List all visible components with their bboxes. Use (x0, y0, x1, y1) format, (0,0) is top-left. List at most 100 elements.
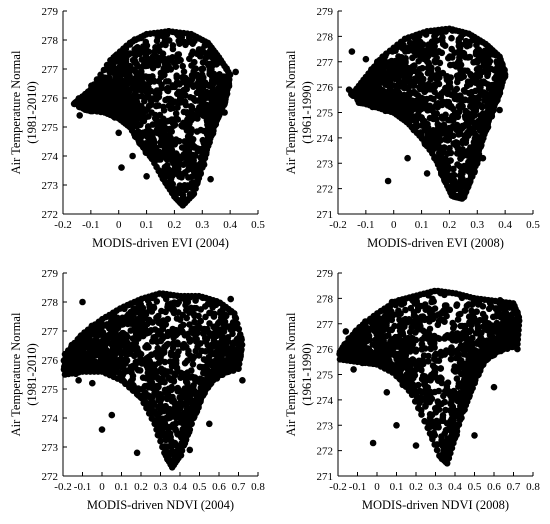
data-point (196, 53, 204, 60)
data-point (404, 44, 412, 52)
data-point (488, 102, 496, 110)
data-point (149, 393, 156, 400)
y-tick-label: 273 (317, 420, 334, 432)
data-point (206, 420, 213, 428)
x-tick-label: 0.1 (140, 219, 154, 231)
x-tick-label: -0.1 (74, 481, 91, 493)
data-point (419, 41, 427, 48)
scatter-panel-ndvi-2008: 271 272 273 274 275 276 277 278 279 -0.2 -0.1 0 0.1 0… (275, 262, 550, 524)
y-axis-title-line: Air Temperature Normal (284, 50, 298, 174)
data-point (433, 100, 440, 108)
data-point (423, 55, 430, 62)
data-point (413, 116, 420, 124)
data-point (161, 358, 169, 366)
data-point (464, 183, 472, 190)
y-tick-label: 278 (317, 293, 334, 305)
data-point (172, 163, 179, 170)
data-point (417, 94, 425, 102)
data-point (139, 48, 147, 56)
data-point (496, 106, 503, 114)
data-point (152, 129, 159, 136)
data-point (459, 146, 466, 153)
data-point (154, 330, 162, 338)
data-point (221, 100, 228, 108)
data-point (101, 97, 109, 105)
data-point (155, 432, 162, 439)
data-point (463, 114, 471, 121)
data-point (480, 58, 487, 65)
data-point (357, 99, 364, 106)
data-point (388, 57, 395, 65)
data-point (148, 415, 156, 422)
data-point (192, 347, 199, 355)
data-point (456, 92, 464, 99)
data-point (180, 409, 188, 417)
data-point (182, 101, 190, 109)
data-point (425, 67, 433, 74)
data-point (133, 49, 140, 57)
data-point (476, 142, 483, 149)
data-point (202, 363, 209, 371)
data-point (188, 367, 195, 374)
data-point (460, 87, 468, 94)
data-point (121, 78, 129, 85)
data-point (154, 403, 162, 411)
data-point (162, 295, 170, 303)
data-point (123, 356, 130, 364)
data-point (190, 95, 198, 103)
data-point (194, 115, 201, 122)
data-point (164, 303, 171, 311)
data-point (94, 76, 101, 83)
data-point (114, 324, 122, 332)
data-point (435, 48, 443, 55)
data-point (442, 406, 449, 414)
data-point (431, 110, 438, 117)
data-point (151, 361, 159, 369)
data-point (89, 379, 96, 387)
y-tick-label: 279 (317, 6, 334, 18)
data-point (153, 96, 160, 103)
data-point (185, 350, 192, 357)
x-tick-label: 0.4 (498, 219, 512, 231)
data-point (144, 320, 151, 328)
data-point (178, 447, 186, 454)
data-point (180, 442, 188, 449)
data-point (225, 76, 233, 83)
data-point (400, 95, 408, 103)
x-axis-title: MODIS-driven NDVI (2008) (362, 498, 509, 512)
data-point (70, 349, 77, 356)
data-point (466, 178, 474, 185)
data-point (122, 93, 130, 101)
data-point (466, 129, 474, 137)
data-point (404, 102, 412, 110)
y-tick-label: 277 (42, 64, 59, 76)
data-point (160, 405, 167, 412)
data-point (182, 378, 190, 385)
data-point (133, 449, 141, 457)
data-point (181, 39, 189, 47)
data-point (146, 301, 153, 308)
x-tick-label: -0.2 (329, 481, 346, 493)
data-point (420, 121, 427, 129)
data-point (87, 86, 95, 93)
x-tick-label: 0.1 (115, 481, 129, 493)
data-point (450, 165, 457, 173)
x-tick-label: 0.5 (193, 481, 207, 493)
data-point (444, 88, 452, 96)
data-point (433, 75, 440, 82)
data-point (173, 114, 180, 122)
data-point (129, 345, 136, 353)
data-point (213, 340, 221, 347)
x-tick-label: 0.5 (468, 481, 482, 493)
y-tick-label: 273 (317, 158, 334, 170)
data-point (381, 79, 388, 87)
data-point (345, 86, 353, 93)
data-point (176, 40, 183, 47)
data-point (206, 309, 213, 317)
x-tick-label: -0.1 (357, 219, 374, 231)
data-point (491, 75, 499, 82)
data-point (153, 37, 161, 45)
data-point (85, 343, 92, 351)
data-point (161, 449, 168, 457)
